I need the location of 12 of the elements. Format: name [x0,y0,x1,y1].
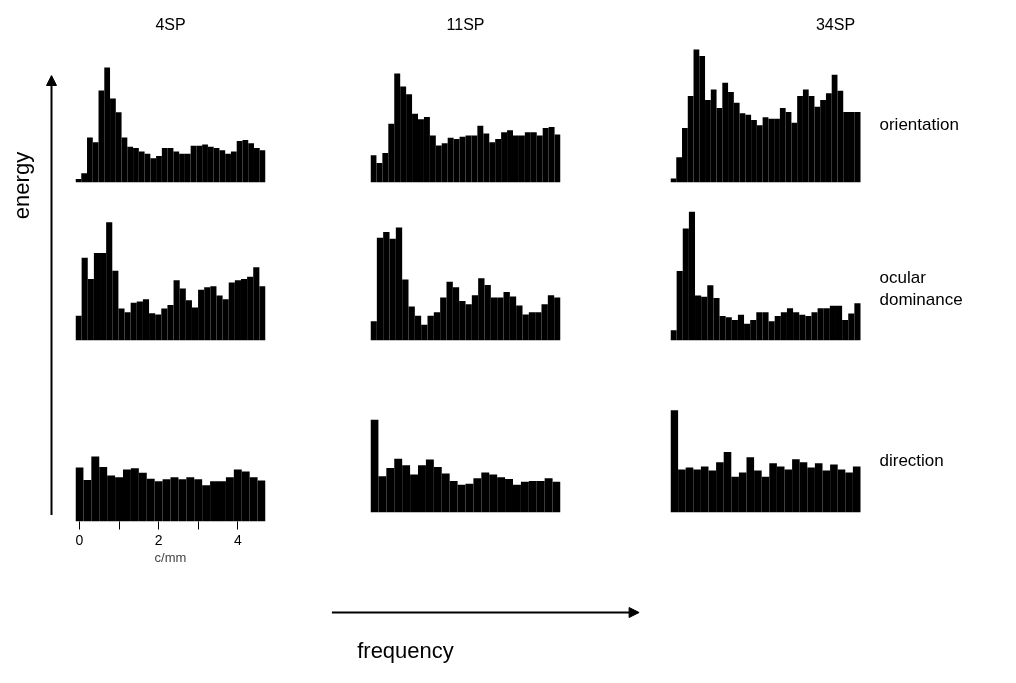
chart-title: 11SP [446,15,485,33]
text: ocular dominance [879,267,963,310]
chart-title: 4SP [155,15,186,33]
x-axis-title: c/mm [154,549,187,565]
text: direction [879,451,944,470]
text: frequency [357,638,454,663]
chart-title: 34SP [815,15,856,33]
text: energy [8,151,34,220]
x-tick-label: 4 [233,531,242,548]
text: orientation [879,115,959,134]
x-tick-label: 0 [75,531,84,548]
x-tick-label: 2 [154,531,163,548]
